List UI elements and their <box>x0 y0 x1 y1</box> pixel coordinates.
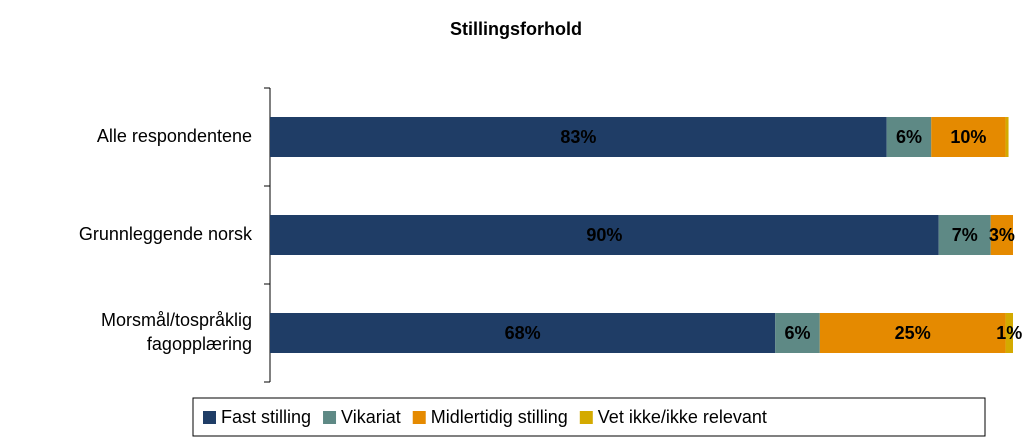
bar-segment <box>886 117 932 157</box>
bar-segment <box>931 117 1006 157</box>
legend-swatch <box>323 411 337 424</box>
data-label: 68% <box>505 323 541 343</box>
bar-segment <box>1005 117 1009 157</box>
legend-label: Vikariat <box>341 407 401 427</box>
bar-segment <box>775 313 820 353</box>
legend-swatch <box>579 411 593 424</box>
data-label: 83% <box>560 127 596 147</box>
legend-label: Fast stilling <box>221 407 311 427</box>
bar-segment <box>270 117 887 157</box>
legend-label: Midlertidig stilling <box>431 407 568 427</box>
chart-title: Stillingsforhold <box>450 19 582 39</box>
data-label: 10% <box>950 127 986 147</box>
legend-label: Vet ikke/ikke relevant <box>598 407 767 427</box>
bar-segment <box>1005 313 1013 353</box>
bar-segment <box>270 215 939 255</box>
data-label: 6% <box>896 127 922 147</box>
data-label: 25% <box>895 323 931 343</box>
data-label: 90% <box>586 225 622 245</box>
y-tick-label: Morsmål/tospråklig <box>101 310 252 330</box>
data-label: 1% <box>996 323 1022 343</box>
bar-segment <box>990 215 1013 255</box>
bar-segment <box>938 215 991 255</box>
legend-swatch <box>412 411 426 424</box>
y-tick-label: Grunnleggende norsk <box>79 224 253 244</box>
data-label: 3% <box>989 225 1015 245</box>
data-label: 6% <box>785 323 811 343</box>
bar-segment <box>819 313 1006 353</box>
data-label: 7% <box>952 225 978 245</box>
bar-segment <box>270 313 776 353</box>
legend-swatch <box>203 411 216 424</box>
y-tick-label: Alle respondentene <box>97 126 252 146</box>
y-tick-label: fagopplæring <box>147 334 252 354</box>
